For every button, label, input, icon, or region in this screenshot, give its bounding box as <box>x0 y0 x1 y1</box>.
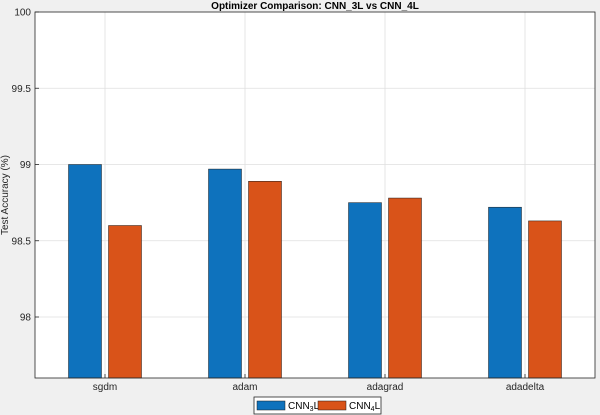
legend-swatch-CNN3L <box>256 400 286 411</box>
y-tick-label: 98 <box>20 313 32 324</box>
y-axis-title: Test Accuracy (%) <box>0 155 11 235</box>
bar-CNN3L-sgdm <box>68 164 102 379</box>
bar-CNN3L-adagrad <box>348 202 382 379</box>
y-tick-label: 99.5 <box>12 84 32 95</box>
bars <box>68 164 562 379</box>
x-tick-label-adadelta: adadelta <box>506 382 545 393</box>
bar-CNN4L-sgdm <box>108 225 142 379</box>
bar-CNN3L-adadelta <box>488 206 522 379</box>
y-tick-label: 99 <box>20 160 32 171</box>
x-tick-label-adagrad: adagrad <box>367 382 404 393</box>
bar-CNN4L-adagrad <box>388 197 422 379</box>
y-tick-label: 98.5 <box>12 236 32 247</box>
legend-swatch-CNN4L <box>317 400 347 411</box>
legend-label-CNN4L: CNN4L <box>349 401 381 413</box>
bar-CNN4L-adadelta <box>528 220 562 379</box>
plot-frame <box>34 11 596 379</box>
legend-box <box>253 396 382 415</box>
bar-CNN4L-adam <box>248 181 282 379</box>
x-tick-label-adam: adam <box>232 382 257 393</box>
legend-label-CNN3L: CNN3L <box>288 401 320 413</box>
chart-title: Optimizer Comparison: CNN_3L vs CNN_4L <box>211 1 419 12</box>
legend: CNN3L CNN4L <box>253 396 382 415</box>
y-tick-label: 100 <box>14 8 31 19</box>
axis-ticks: 98 98.5 99 99.5 100 sgdm adam adagrad adadelta <box>12 8 545 394</box>
bar-CNN3L-adam <box>208 168 242 379</box>
x-tick-label-sgdm: sgdm <box>93 382 117 393</box>
